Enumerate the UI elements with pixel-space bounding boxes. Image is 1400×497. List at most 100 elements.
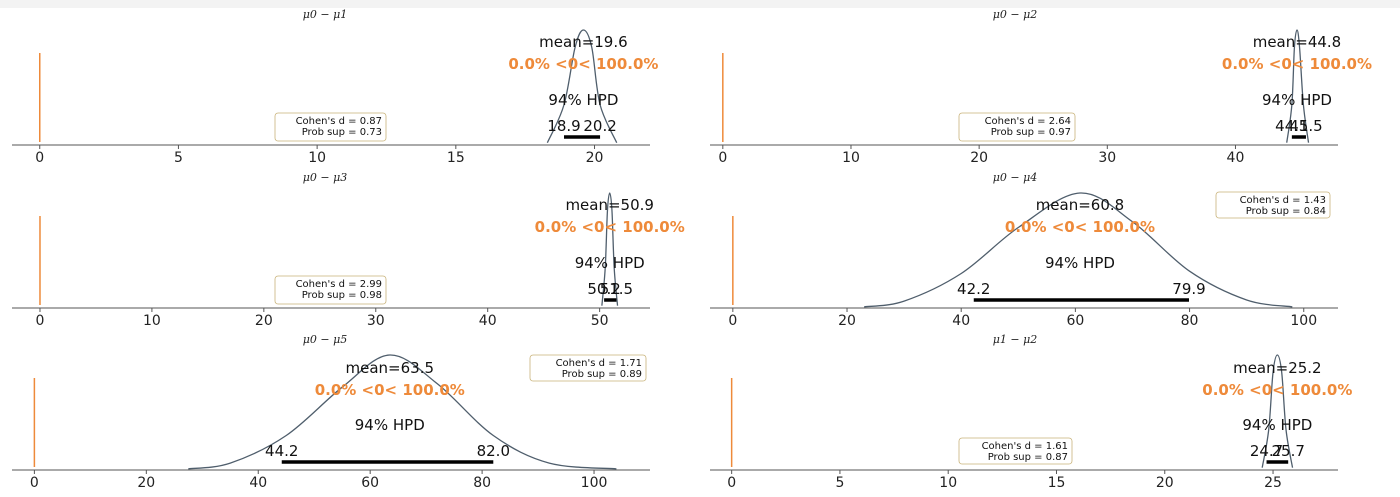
x-tick-label: 40 bbox=[952, 313, 970, 329]
density-curve bbox=[1261, 354, 1294, 468]
legend-cohens-d: Cohen's d = 1.61 bbox=[982, 441, 1068, 452]
hpd-low-label: 44.2 bbox=[265, 442, 298, 460]
density-curve bbox=[1286, 29, 1310, 143]
subplot-4: 0 20 40 60 80 100 μ0 − μ4 mean=60.8 0.0% <0< 100… bbox=[710, 171, 1338, 329]
hpd-high-label: 20.2 bbox=[583, 117, 616, 135]
density-curve bbox=[601, 192, 619, 306]
x-tick-label: 0 bbox=[35, 150, 44, 166]
legend-box bbox=[274, 275, 387, 305]
x-tick-label: 0 bbox=[728, 313, 737, 329]
legend-prob-sup: Prob sup = 0.87 bbox=[988, 452, 1068, 463]
x-tick-label: 10 bbox=[308, 150, 326, 166]
x-tick-label: 30 bbox=[1098, 150, 1116, 166]
legend-prob-sup: Prob sup = 0.73 bbox=[302, 127, 382, 138]
subplot-6: 0 5 10 15 20 25 μ1 − μ2 mean=25.2 0.0% <0< 100.0… bbox=[710, 333, 1352, 491]
density-curve bbox=[864, 192, 1293, 308]
hpd-title: 94% HPD bbox=[548, 91, 618, 109]
subplot-3: 0 10 20 30 40 50 μ0 − μ3 mean=50.9 0.0% <0< 100.… bbox=[12, 171, 685, 329]
x-tick-label: 20 bbox=[838, 313, 856, 329]
subplot-title: μ0 − μ3 bbox=[303, 171, 348, 184]
legend-box bbox=[1215, 191, 1331, 219]
x-tick-label: 80 bbox=[1181, 313, 1199, 329]
hpd-low-label: 24.7 bbox=[1250, 442, 1283, 460]
legend-cohens-d: Cohen's d = 1.43 bbox=[1240, 195, 1326, 206]
x-tick-label: 30 bbox=[367, 313, 385, 329]
hpd-high-label: 45.5 bbox=[1289, 117, 1322, 135]
x-tick-label: 0 bbox=[727, 475, 736, 491]
x-tick-label: 20 bbox=[255, 313, 273, 329]
hpd-high-label: 82.0 bbox=[477, 442, 510, 460]
x-tick-label: 10 bbox=[143, 313, 161, 329]
subplot-title: μ0 − μ2 bbox=[993, 8, 1038, 21]
legend-prob-sup: Prob sup = 0.89 bbox=[562, 369, 642, 380]
subplot-1: 0 5 10 15 20 μ0 − μ1 mean=19.6 0.0% <0< 100.0% 9… bbox=[12, 8, 658, 166]
hpd-title: 94% HPD bbox=[575, 254, 645, 272]
subplot-title: μ0 − μ5 bbox=[303, 333, 348, 346]
mean-label: mean=44.8 bbox=[1253, 33, 1342, 51]
x-tick-label: 20 bbox=[137, 475, 155, 491]
hpd-title: 94% HPD bbox=[1045, 254, 1115, 272]
reference-percentage-label: 0.0% <0< 100.0% bbox=[535, 218, 685, 236]
x-tick-label: 100 bbox=[581, 475, 608, 491]
legend-box bbox=[274, 112, 387, 142]
x-tick-label: 40 bbox=[249, 475, 267, 491]
reference-percentage-label: 0.0% <0< 100.0% bbox=[508, 55, 658, 73]
mean-label: mean=25.2 bbox=[1233, 359, 1322, 377]
x-tick-label: 0 bbox=[30, 475, 39, 491]
hpd-low-label: 44.1 bbox=[1275, 117, 1308, 135]
reference-percentage-label: 0.0% <0< 100.0% bbox=[315, 381, 465, 399]
mean-label: mean=60.8 bbox=[1036, 196, 1125, 214]
subplot-title: μ0 − μ4 bbox=[993, 171, 1038, 184]
hpd-high-label: 79.9 bbox=[1172, 280, 1205, 298]
x-tick-label: 10 bbox=[939, 475, 957, 491]
legend-cohens-d: Cohen's d = 2.64 bbox=[985, 116, 1071, 127]
window-top-strip bbox=[0, 0, 1400, 8]
density-curve bbox=[188, 354, 617, 470]
x-tick-label: 60 bbox=[1066, 313, 1084, 329]
reference-percentage-label: 0.0% <0< 100.0% bbox=[1202, 381, 1352, 399]
x-tick-label: 40 bbox=[479, 313, 497, 329]
legend-box bbox=[958, 437, 1073, 465]
hpd-low-label: 50.2 bbox=[587, 280, 620, 298]
hpd-high-label: 25.7 bbox=[1271, 442, 1304, 460]
x-tick-label: 15 bbox=[447, 150, 465, 166]
x-tick-label: 40 bbox=[1227, 150, 1245, 166]
x-tick-label: 10 bbox=[842, 150, 860, 166]
x-tick-label: 15 bbox=[1048, 475, 1066, 491]
x-tick-label: 0 bbox=[718, 150, 727, 166]
legend-prob-sup: Prob sup = 0.97 bbox=[991, 127, 1071, 138]
mean-label: mean=50.9 bbox=[565, 196, 654, 214]
x-tick-label: 100 bbox=[1290, 313, 1317, 329]
x-tick-label: 25 bbox=[1264, 475, 1282, 491]
hpd-low-label: 42.2 bbox=[957, 280, 990, 298]
legend-box bbox=[529, 354, 647, 382]
subplot-5: 0 20 40 60 80 100 μ0 − μ5 mean=63.5 0.0% <0< 100… bbox=[12, 333, 650, 491]
legend-box bbox=[958, 112, 1076, 142]
density-curve bbox=[546, 29, 618, 143]
hpd-title: 94% HPD bbox=[1242, 416, 1312, 434]
x-tick-label: 5 bbox=[174, 150, 183, 166]
legend-cohens-d: Cohen's d = 2.99 bbox=[296, 279, 382, 290]
hpd-low-label: 18.9 bbox=[547, 117, 580, 135]
hpd-title: 94% HPD bbox=[355, 416, 425, 434]
mean-label: mean=19.6 bbox=[539, 33, 628, 51]
x-tick-label: 80 bbox=[473, 475, 491, 491]
subplot-2: 0 10 20 30 40 μ0 − μ2 mean=44.8 0.0% <0< 100.0%… bbox=[710, 8, 1372, 166]
legend-cohens-d: Cohen's d = 1.71 bbox=[556, 358, 642, 369]
x-tick-label: 60 bbox=[361, 475, 379, 491]
x-tick-label: 5 bbox=[835, 475, 844, 491]
hpd-high-label: 51.5 bbox=[600, 280, 633, 298]
subplot-title: μ1 − μ2 bbox=[993, 333, 1038, 346]
hpd-title: 94% HPD bbox=[1262, 91, 1332, 109]
x-tick-label: 20 bbox=[586, 150, 604, 166]
legend-cohens-d: Cohen's d = 0.87 bbox=[296, 116, 382, 127]
legend-prob-sup: Prob sup = 0.98 bbox=[302, 290, 382, 301]
mean-label: mean=63.5 bbox=[346, 359, 435, 377]
subplot-title: μ0 − μ1 bbox=[303, 8, 348, 21]
x-tick-label: 20 bbox=[1156, 475, 1174, 491]
legend-prob-sup: Prob sup = 0.84 bbox=[1246, 206, 1326, 217]
